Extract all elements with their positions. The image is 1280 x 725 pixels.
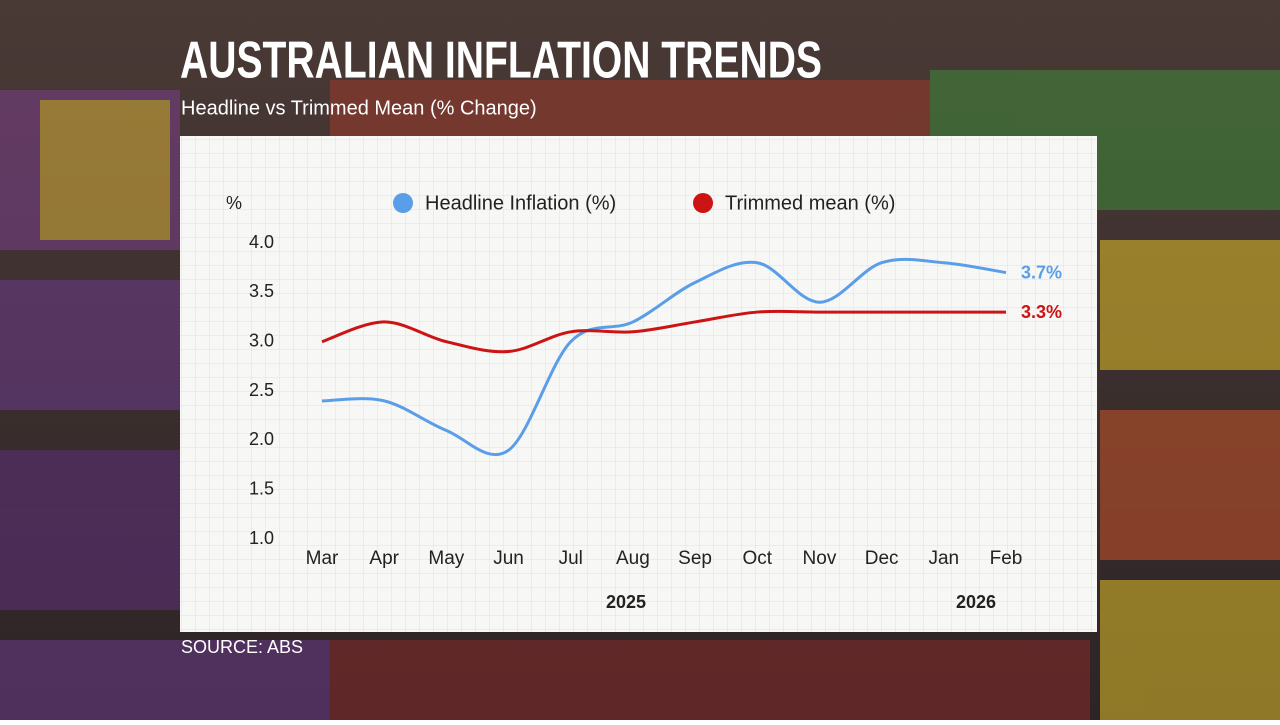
y-axis-label: % (226, 193, 242, 213)
y-tick-label: 1.0 (249, 528, 274, 548)
legend-marker (393, 193, 413, 213)
x-tick-label: Oct (742, 548, 772, 569)
series-line (321, 257, 1007, 457)
x-tick-label: Mar (306, 548, 339, 569)
y-tick-label: 4.0 (249, 232, 274, 252)
x-tick-label: Feb (990, 548, 1023, 569)
x-group-label: 2026 (956, 592, 996, 612)
legend-label: Headline Inflation (%) (425, 192, 616, 214)
y-tick-label: 2.5 (249, 380, 274, 400)
x-tick-label: Apr (369, 548, 399, 569)
y-tick-label: 1.5 (249, 478, 274, 498)
x-tick-label: Nov (803, 548, 837, 569)
x-tick-label: Jul (559, 548, 583, 569)
chart-subtitle: Headline vs Trimmed Mean (% Change) (181, 97, 537, 119)
value-label: 3.3% (1021, 302, 1062, 322)
legend-marker (693, 193, 713, 213)
legend-label: Trimmed mean (%) (725, 192, 895, 214)
x-group-label: 2025 (606, 592, 646, 612)
chart-title: AUSTRALIAN INFLATION TRENDS (180, 32, 822, 90)
x-tick-label: Jan (928, 548, 959, 569)
y-tick-label: 3.0 (249, 330, 274, 350)
x-tick-label: Aug (616, 548, 650, 569)
series-line (321, 309, 1006, 354)
y-tick-label: 3.5 (249, 281, 274, 301)
chart-panel (180, 136, 1097, 632)
x-tick-label: Jun (493, 548, 524, 569)
x-tick-label: Dec (865, 548, 899, 569)
y-tick-label: 2.0 (249, 429, 274, 449)
x-tick-label: May (428, 548, 464, 569)
source: SOURCE: ABS (181, 637, 303, 657)
x-tick-label: Sep (678, 548, 712, 569)
shelf-boxes (0, 70, 1280, 720)
value-label: 3.7% (1021, 262, 1062, 282)
